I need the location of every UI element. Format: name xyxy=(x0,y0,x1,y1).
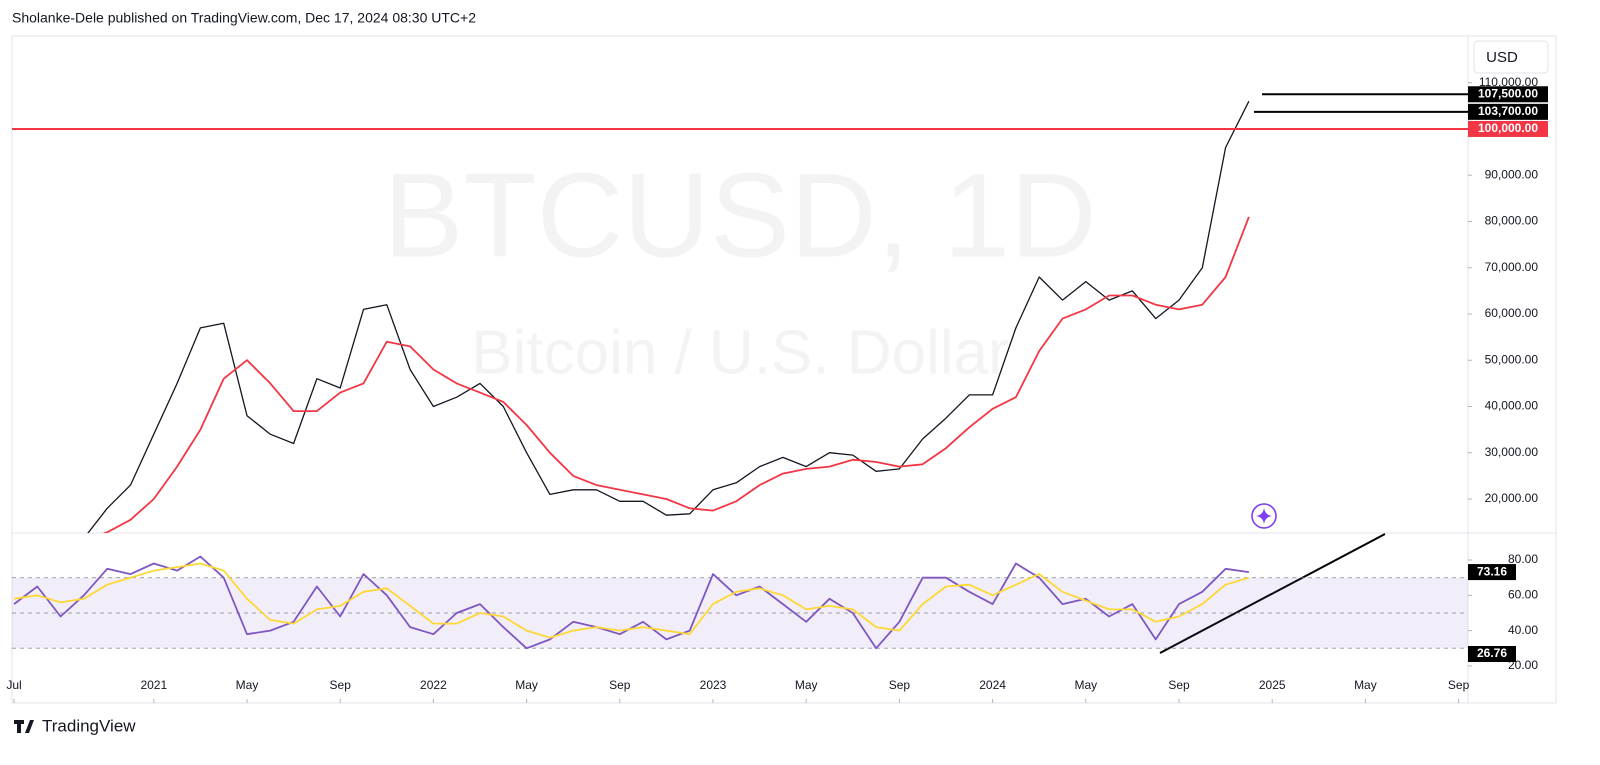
currency-box[interactable] xyxy=(1473,40,1549,74)
rsi-tag xyxy=(1468,645,1516,662)
header: Sholanke-Dele published on TradingView.c… xyxy=(12,10,476,26)
x-tick-label: 2025 xyxy=(1259,678,1286,692)
x-tick-label: May xyxy=(1354,678,1377,692)
y-tick-label: 110,000.00 xyxy=(1479,75,1538,89)
series-line xyxy=(87,100,1250,533)
price-level-label: 100,000.00 xyxy=(1478,121,1538,135)
series-line xyxy=(13,562,1250,639)
price-level-tag xyxy=(1468,86,1548,103)
assistant-icon[interactable] xyxy=(1251,503,1277,529)
trendline xyxy=(1159,533,1386,654)
x-tick-label: 2023 xyxy=(700,678,727,692)
price-level-tag xyxy=(1468,103,1548,120)
y-tick-label: 60.00 xyxy=(1508,587,1538,601)
y-tick-label: 90,000.00 xyxy=(1485,167,1539,181)
y-tick-label: 70,000.00 xyxy=(1485,260,1539,274)
y-tick-label: 60,000.00 xyxy=(1485,306,1539,320)
x-tick-label: 2024 xyxy=(979,678,1006,692)
rsi-pane xyxy=(12,555,1468,650)
rsi-tag-label: 73.16 xyxy=(1477,564,1507,578)
watermark-name: Bitcoin / U.S. Dollar xyxy=(471,318,1009,387)
currency[interactable]: USD xyxy=(1486,49,1518,66)
footer-logo xyxy=(14,720,34,733)
price-level-label: 103,700.00 xyxy=(1478,104,1538,118)
price-level-tag xyxy=(1468,120,1548,137)
frame xyxy=(11,35,1557,704)
x-tick-label: Jul xyxy=(6,678,21,692)
x-tick-label: Sep xyxy=(889,678,911,692)
x-tick-label: May xyxy=(236,678,259,692)
y-tick-label: 50,000.00 xyxy=(1485,352,1539,366)
y-tick-label: 30,000.00 xyxy=(1485,445,1539,459)
y-tick-label: 80,000.00 xyxy=(1485,214,1539,228)
x-tick-label: 2021 xyxy=(140,678,167,692)
x-tick-label: Sep xyxy=(1168,678,1190,692)
y-tick-label: 80.00 xyxy=(1508,552,1538,566)
x-tick-label: Sep xyxy=(1448,678,1470,692)
x-tick-label: Sep xyxy=(609,678,631,692)
price-pane xyxy=(87,100,1250,533)
watermark-symbol: BTCUSD, 1D xyxy=(383,149,1096,283)
y-tick-label: 40,000.00 xyxy=(1485,399,1539,413)
x-tick-label: May xyxy=(515,678,538,692)
y-tick-label: 20,000.00 xyxy=(1485,491,1539,505)
footer-brand: TradingView xyxy=(42,716,136,735)
x-tick-label: May xyxy=(1074,678,1097,692)
rsi-tag xyxy=(1468,564,1516,581)
x-tick-label: Sep xyxy=(330,678,352,692)
x-tick-label: May xyxy=(795,678,818,692)
y-tick-label: 40.00 xyxy=(1508,623,1538,637)
rsi-tag-label: 26.76 xyxy=(1477,646,1507,660)
series-line xyxy=(102,216,1250,533)
x-tick-label: 2022 xyxy=(420,678,447,692)
price-level-label: 107,500.00 xyxy=(1478,86,1538,100)
